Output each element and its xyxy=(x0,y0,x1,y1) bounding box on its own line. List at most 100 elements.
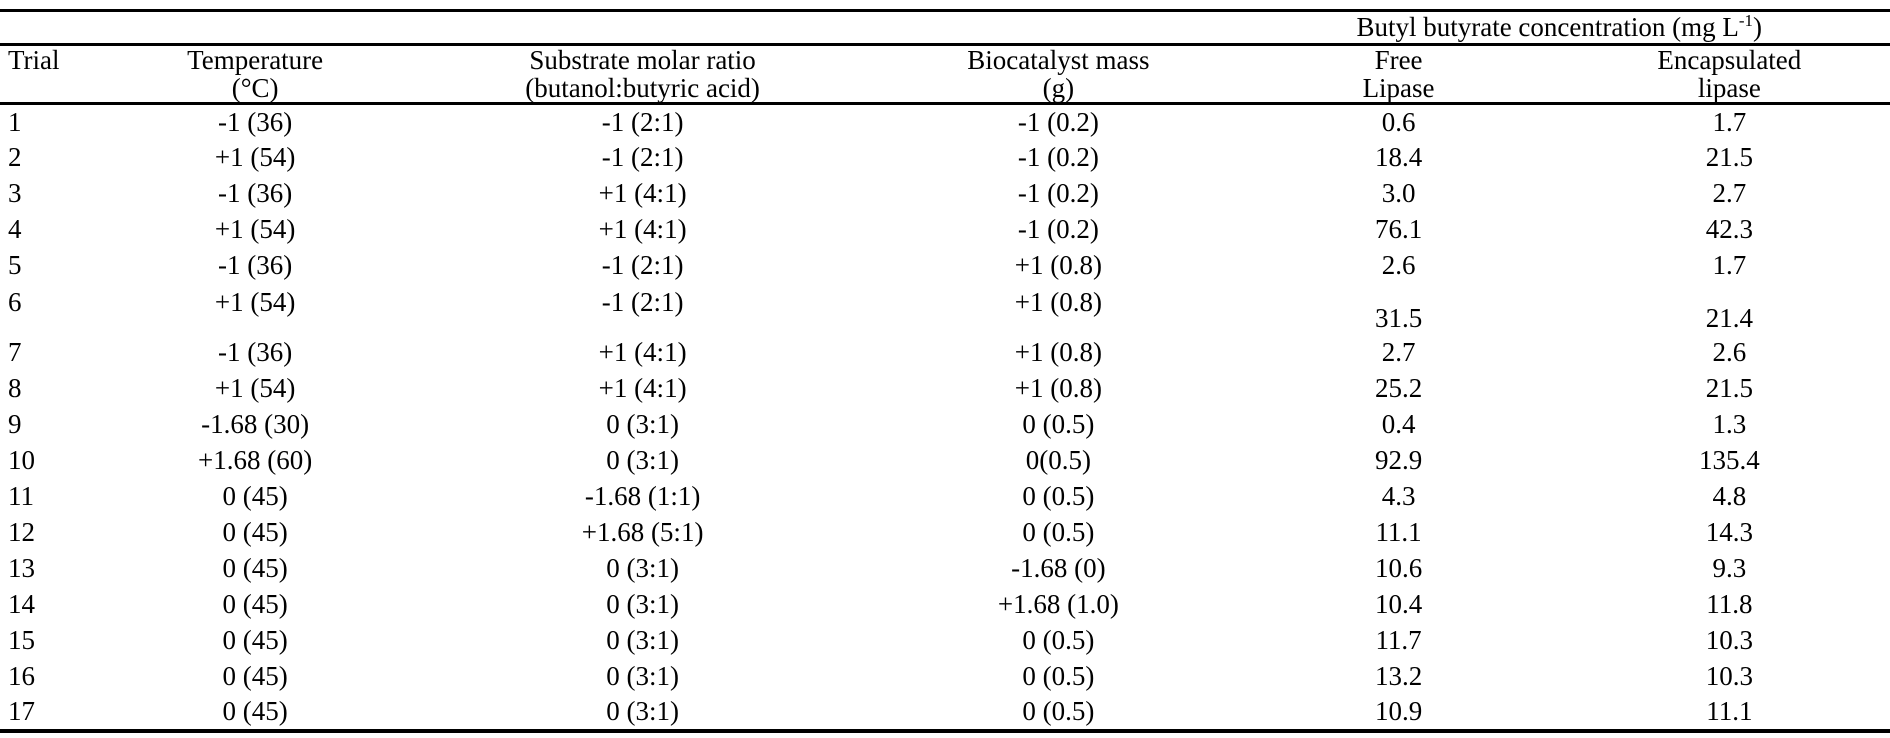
cell-temperature: -1 (36) xyxy=(218,250,293,280)
cell-trial: 3 xyxy=(8,178,22,208)
cell-trial: 13 xyxy=(8,553,35,583)
span-header-close-paren: ) xyxy=(1753,12,1763,42)
cell-biocatalyst-mass: +1.68 (1.0) xyxy=(997,589,1119,619)
cell-substrate-ratio: -1 (2:1) xyxy=(601,286,684,317)
cell-biocatalyst-mass: 0 (0.5) xyxy=(1022,517,1095,547)
cell-temperature: +1 (54) xyxy=(214,286,296,317)
cell-encapsulated-lipase: 135.4 xyxy=(1698,445,1760,475)
cell-substrate-ratio: 0 (3:1) xyxy=(606,553,679,583)
cell-encapsulated-lipase: 11.1 xyxy=(1706,696,1753,726)
cell-trial: 7 xyxy=(8,337,22,367)
column-header-substrate-unit: (butanol:butyric acid) xyxy=(525,73,760,103)
cell-trial: 12 xyxy=(8,517,35,547)
cell-encapsulated-lipase: 21.5 xyxy=(1705,142,1753,172)
cell-trial: 17 xyxy=(8,696,35,726)
column-header-trial-label: Trial xyxy=(8,45,60,75)
cell-biocatalyst-mass: -1 (0.2) xyxy=(1017,214,1099,244)
cell-free-lipase: 11.1 xyxy=(1375,517,1422,547)
cell-biocatalyst-mass: 0 (0.5) xyxy=(1022,696,1095,726)
cell-substrate-ratio: +1 (4:1) xyxy=(598,178,687,208)
table-row: 16 0 (45) 0 (3:1) 0 (0.5) 13.2 10.3 xyxy=(0,659,1890,695)
cell-trial: 15 xyxy=(8,625,35,655)
column-header-temperature-unit: (°C) xyxy=(231,73,279,103)
table-row: 6 +1 (54) -1 (2:1) +1 (0.8) 31.5 21.4 xyxy=(0,284,1890,335)
cell-free-lipase: 2.7 xyxy=(1381,337,1416,367)
cell-biocatalyst-mass: +1 (0.8) xyxy=(1014,286,1102,317)
cell-substrate-ratio: -1 (2:1) xyxy=(601,250,684,280)
table-row: 13 0 (45) 0 (3:1) -1.68 (0) 10.6 9.3 xyxy=(0,551,1890,587)
cell-trial: 10 xyxy=(8,445,35,475)
cell-free-lipase: 2.6 xyxy=(1381,250,1416,280)
cell-trial: 6 xyxy=(8,286,22,317)
cell-encapsulated-lipase: 2.7 xyxy=(1712,178,1747,208)
table-row: 2 +1 (54) -1 (2:1) -1 (0.2) 18.4 21.5 xyxy=(0,140,1890,176)
cell-temperature: -1 (36) xyxy=(218,337,293,367)
table-row: 15 0 (45) 0 (3:1) 0 (0.5) 11.7 10.3 xyxy=(0,623,1890,659)
cell-biocatalyst-mass: -1 (0.2) xyxy=(1017,142,1099,172)
cell-temperature: 0 (45) xyxy=(222,625,288,655)
cell-temperature: -1 (36) xyxy=(218,106,293,137)
cell-free-lipase: 25.2 xyxy=(1374,373,1423,403)
cell-substrate-ratio: 0 (3:1) xyxy=(606,625,679,655)
column-header-encapsulated-label2: lipase xyxy=(1697,73,1761,103)
cell-substrate-ratio: -1.68 (1:1) xyxy=(584,481,701,511)
cell-free-lipase: 0.6 xyxy=(1381,106,1416,137)
cell-trial: 11 xyxy=(8,481,34,511)
cell-trial: 4 xyxy=(8,214,22,244)
cell-biocatalyst-mass: 0 (0.5) xyxy=(1022,481,1095,511)
cell-free-lipase: 11.7 xyxy=(1375,625,1422,655)
cell-substrate-ratio: 0 (3:1) xyxy=(606,661,679,691)
cell-temperature: +1 (54) xyxy=(214,373,296,403)
cell-free-lipase: 10.6 xyxy=(1374,553,1423,583)
cell-biocatalyst-mass: +1 (0.8) xyxy=(1014,250,1102,280)
cell-free-lipase: 92.9 xyxy=(1374,445,1423,475)
cell-temperature: 0 (45) xyxy=(222,696,288,726)
cell-substrate-ratio: +1 (4:1) xyxy=(598,337,687,367)
column-header-temperature: Temperature (°C) xyxy=(113,45,397,104)
experimental-design-table: Butyl butyrate concentration (mg L-1) Tr… xyxy=(0,9,1890,733)
cell-substrate-ratio: +1 (4:1) xyxy=(598,214,687,244)
column-header-temperature-label: Temperature xyxy=(187,45,324,75)
column-header-encapsulated-lipase: Encapsulated lipase xyxy=(1569,45,1890,104)
table-row: 10 +1.68 (60) 0 (3:1) 0(0.5) 92.9 135.4 xyxy=(0,443,1890,479)
cell-encapsulated-lipase: 9.3 xyxy=(1712,553,1747,583)
cell-encapsulated-lipase: 21.5 xyxy=(1705,373,1753,403)
table-row: 17 0 (45) 0 (3:1) 0 (0.5) 10.9 11.1 xyxy=(0,695,1890,731)
cell-encapsulated-lipase: 1.3 xyxy=(1712,409,1747,439)
table-row: 12 0 (45) +1.68 (5:1) 0 (0.5) 11.1 14.3 xyxy=(0,515,1890,551)
cell-temperature: -1.68 (30) xyxy=(201,409,310,439)
cell-encapsulated-lipase: 11.8 xyxy=(1706,589,1753,619)
cell-free-lipase: 76.1 xyxy=(1374,214,1423,244)
table-row: 14 0 (45) 0 (3:1) +1.68 (1.0) 10.4 11.8 xyxy=(0,587,1890,623)
cell-encapsulated-lipase: 1.7 xyxy=(1712,106,1747,137)
cell-free-lipase: 3.0 xyxy=(1381,178,1416,208)
cell-temperature: 0 (45) xyxy=(222,553,288,583)
column-header-free-label: Free xyxy=(1374,45,1423,75)
cell-trial: 2 xyxy=(8,142,22,172)
cell-trial: 16 xyxy=(8,661,35,691)
cell-encapsulated-lipase: 2.6 xyxy=(1712,337,1747,367)
cell-substrate-ratio: 0 (3:1) xyxy=(606,445,679,475)
cell-substrate-ratio: 0 (3:1) xyxy=(606,409,679,439)
cell-free-lipase: 31.5 xyxy=(1374,302,1423,333)
cell-temperature: 0 (45) xyxy=(222,661,288,691)
cell-temperature: 0 (45) xyxy=(222,481,288,511)
cell-substrate-ratio: +1 (4:1) xyxy=(598,373,687,403)
cell-biocatalyst-mass: +1 (0.8) xyxy=(1014,373,1102,403)
table-row: 8 +1 (54) +1 (4:1) +1 (0.8) 25.2 21.5 xyxy=(0,371,1890,407)
column-header-encapsulated-label: Encapsulated xyxy=(1657,45,1802,75)
cell-trial: 5 xyxy=(8,250,22,280)
cell-substrate-ratio: 0 (3:1) xyxy=(606,696,679,726)
cell-temperature: 0 (45) xyxy=(222,517,288,547)
cell-encapsulated-lipase: 1.7 xyxy=(1712,250,1747,280)
span-header-superscript: -1 xyxy=(1738,11,1754,30)
cell-encapsulated-lipase: 14.3 xyxy=(1705,517,1753,547)
cell-encapsulated-lipase: 10.3 xyxy=(1705,625,1753,655)
cell-biocatalyst-mass: 0(0.5) xyxy=(1025,445,1091,475)
cell-free-lipase: 4.3 xyxy=(1381,481,1416,511)
cell-biocatalyst-mass: 0 (0.5) xyxy=(1022,661,1095,691)
cell-substrate-ratio: -1 (2:1) xyxy=(601,106,684,137)
cell-encapsulated-lipase: 4.8 xyxy=(1712,481,1747,511)
cell-substrate-ratio: 0 (3:1) xyxy=(606,589,679,619)
